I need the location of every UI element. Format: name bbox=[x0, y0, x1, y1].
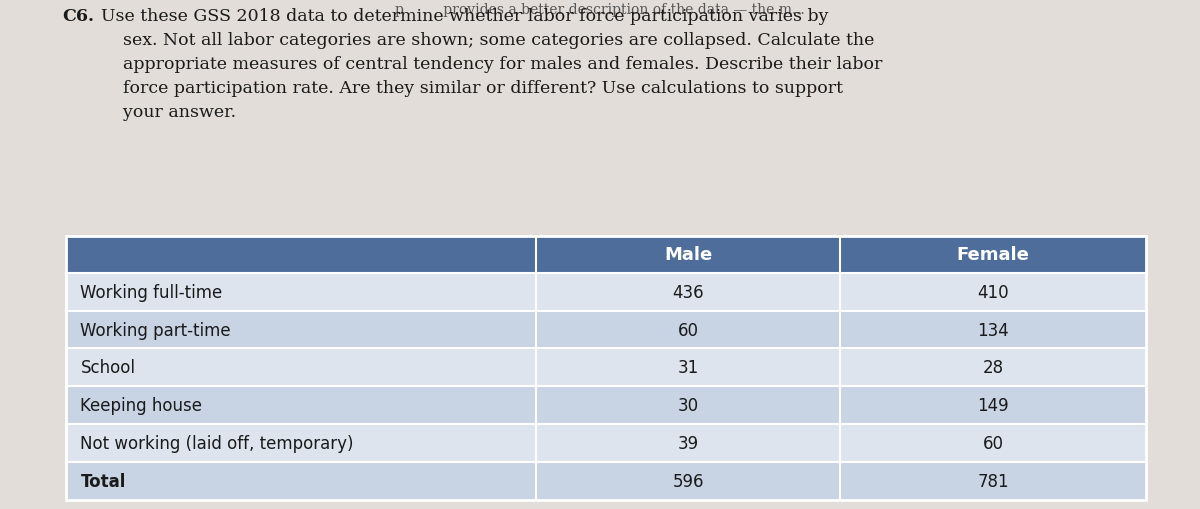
Text: 781: 781 bbox=[977, 472, 1009, 490]
Text: Keeping house: Keeping house bbox=[80, 397, 203, 414]
Text: 134: 134 bbox=[977, 321, 1009, 339]
Text: Working full-time: Working full-time bbox=[80, 283, 223, 301]
Text: 60: 60 bbox=[678, 321, 698, 339]
Text: 149: 149 bbox=[977, 397, 1009, 414]
Text: Female: Female bbox=[956, 246, 1030, 264]
Text: Total: Total bbox=[80, 472, 126, 490]
Text: School: School bbox=[80, 359, 136, 377]
Text: Not working (laid off, temporary): Not working (laid off, temporary) bbox=[80, 434, 354, 452]
Text: 39: 39 bbox=[678, 434, 698, 452]
Text: 31: 31 bbox=[678, 359, 698, 377]
Text: 28: 28 bbox=[983, 359, 1003, 377]
Text: 60: 60 bbox=[983, 434, 1003, 452]
Text: 30: 30 bbox=[678, 397, 698, 414]
Text: 410: 410 bbox=[977, 283, 1009, 301]
Text: Working part-time: Working part-time bbox=[80, 321, 232, 339]
Text: C6.: C6. bbox=[62, 8, 95, 24]
Text: 436: 436 bbox=[672, 283, 704, 301]
Text: Male: Male bbox=[664, 246, 713, 264]
Text: 596: 596 bbox=[672, 472, 704, 490]
Text: p         provides a better description of the data — the m...: p provides a better description of the d… bbox=[395, 3, 805, 16]
Text: Use these GSS 2018 data to determine whether labor force participation varies by: Use these GSS 2018 data to determine whe… bbox=[101, 8, 882, 121]
